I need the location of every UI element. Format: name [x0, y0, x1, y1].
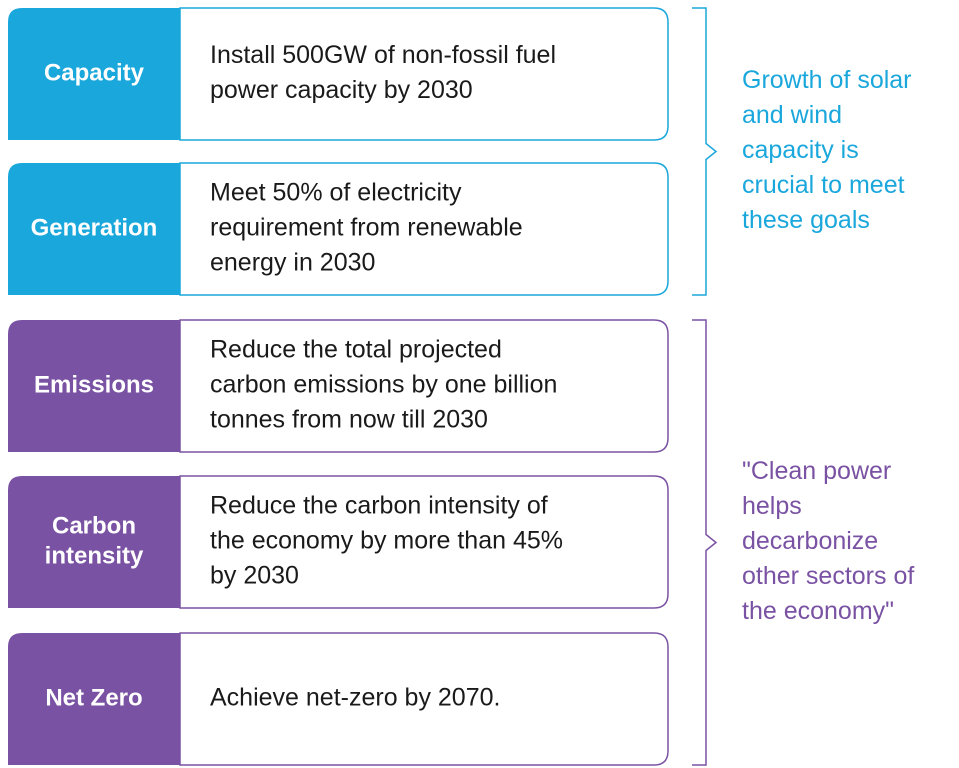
- row-text: tonnes from now till 2030: [210, 406, 488, 434]
- row-text: requirement from renewable: [210, 214, 523, 242]
- row-text: power capacity by 2030: [210, 76, 473, 104]
- row-box: [179, 632, 669, 766]
- group-note: helps: [742, 492, 802, 520]
- row-box: [179, 162, 669, 296]
- row-text: Reduce the total projected: [210, 336, 502, 364]
- row-tab: [8, 633, 180, 765]
- row-tab: [8, 476, 180, 608]
- row-label: Capacity: [44, 59, 145, 86]
- row-text: by 2030: [210, 562, 299, 590]
- group-note: and wind: [742, 101, 842, 129]
- row-tab: [8, 320, 180, 452]
- row-box: [179, 319, 669, 453]
- group-note: Growth of solar: [742, 66, 912, 94]
- group-note: capacity is: [742, 136, 859, 164]
- group-bracket: [692, 7, 718, 296]
- row-label: Emissions: [34, 371, 154, 398]
- group-note: other sectors of: [742, 562, 914, 590]
- row-label: Net Zero: [45, 684, 142, 711]
- group-note: these goals: [742, 206, 870, 234]
- row-text: Achieve net-zero by 2070.: [210, 684, 500, 712]
- row-text: Meet 50% of electricity: [210, 179, 462, 207]
- row-text: Install 500GW of non-fossil fuel: [210, 41, 556, 69]
- row-tab: [8, 8, 180, 140]
- row-tab: [8, 163, 180, 295]
- group-note: crucial to meet: [742, 171, 905, 199]
- row-text: carbon emissions by one billion: [210, 371, 557, 399]
- row-text: Reduce the carbon intensity of: [210, 492, 548, 520]
- group-note: "Clean power: [742, 457, 891, 485]
- row-box: [179, 475, 669, 609]
- group-note: the economy": [742, 597, 894, 625]
- group-bracket: [692, 319, 718, 766]
- row-box: [179, 7, 669, 141]
- row-label: intensity: [45, 542, 144, 569]
- row-text: the economy by more than 45%: [210, 527, 563, 555]
- row-text: energy in 2030: [210, 249, 375, 277]
- row-label: Generation: [31, 214, 158, 241]
- group-note: decarbonize: [742, 527, 878, 555]
- row-label: Carbon: [52, 512, 136, 539]
